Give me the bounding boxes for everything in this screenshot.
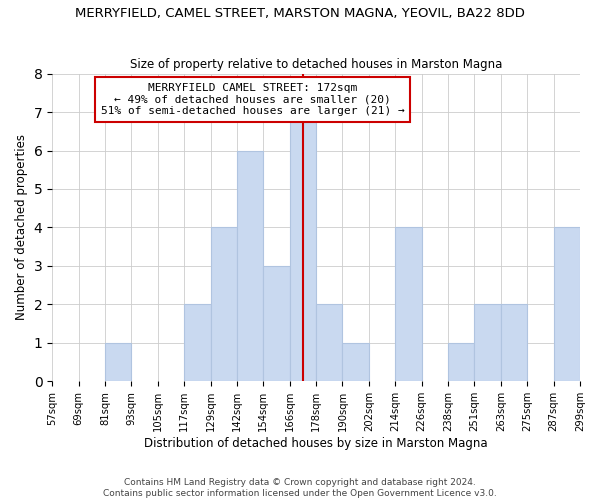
Text: MERRYFIELD, CAMEL STREET, MARSTON MAGNA, YEOVIL, BA22 8DD: MERRYFIELD, CAMEL STREET, MARSTON MAGNA,… — [75, 8, 525, 20]
Bar — [105, 343, 131, 382]
X-axis label: Distribution of detached houses by size in Marston Magna: Distribution of detached houses by size … — [144, 437, 488, 450]
Bar — [554, 228, 580, 382]
Bar — [501, 304, 527, 382]
Text: MERRYFIELD CAMEL STREET: 172sqm
← 49% of detached houses are smaller (20)
51% of: MERRYFIELD CAMEL STREET: 172sqm ← 49% of… — [101, 83, 404, 116]
Bar — [237, 150, 263, 382]
Text: Contains HM Land Registry data © Crown copyright and database right 2024.
Contai: Contains HM Land Registry data © Crown c… — [103, 478, 497, 498]
Bar — [475, 304, 501, 382]
Bar — [184, 304, 211, 382]
Bar — [211, 228, 237, 382]
Bar — [448, 343, 475, 382]
Bar — [263, 266, 290, 382]
Title: Size of property relative to detached houses in Marston Magna: Size of property relative to detached ho… — [130, 58, 502, 71]
Bar — [343, 343, 369, 382]
Bar — [395, 228, 422, 382]
Y-axis label: Number of detached properties: Number of detached properties — [15, 134, 28, 320]
Bar — [316, 304, 343, 382]
Bar — [290, 112, 316, 382]
